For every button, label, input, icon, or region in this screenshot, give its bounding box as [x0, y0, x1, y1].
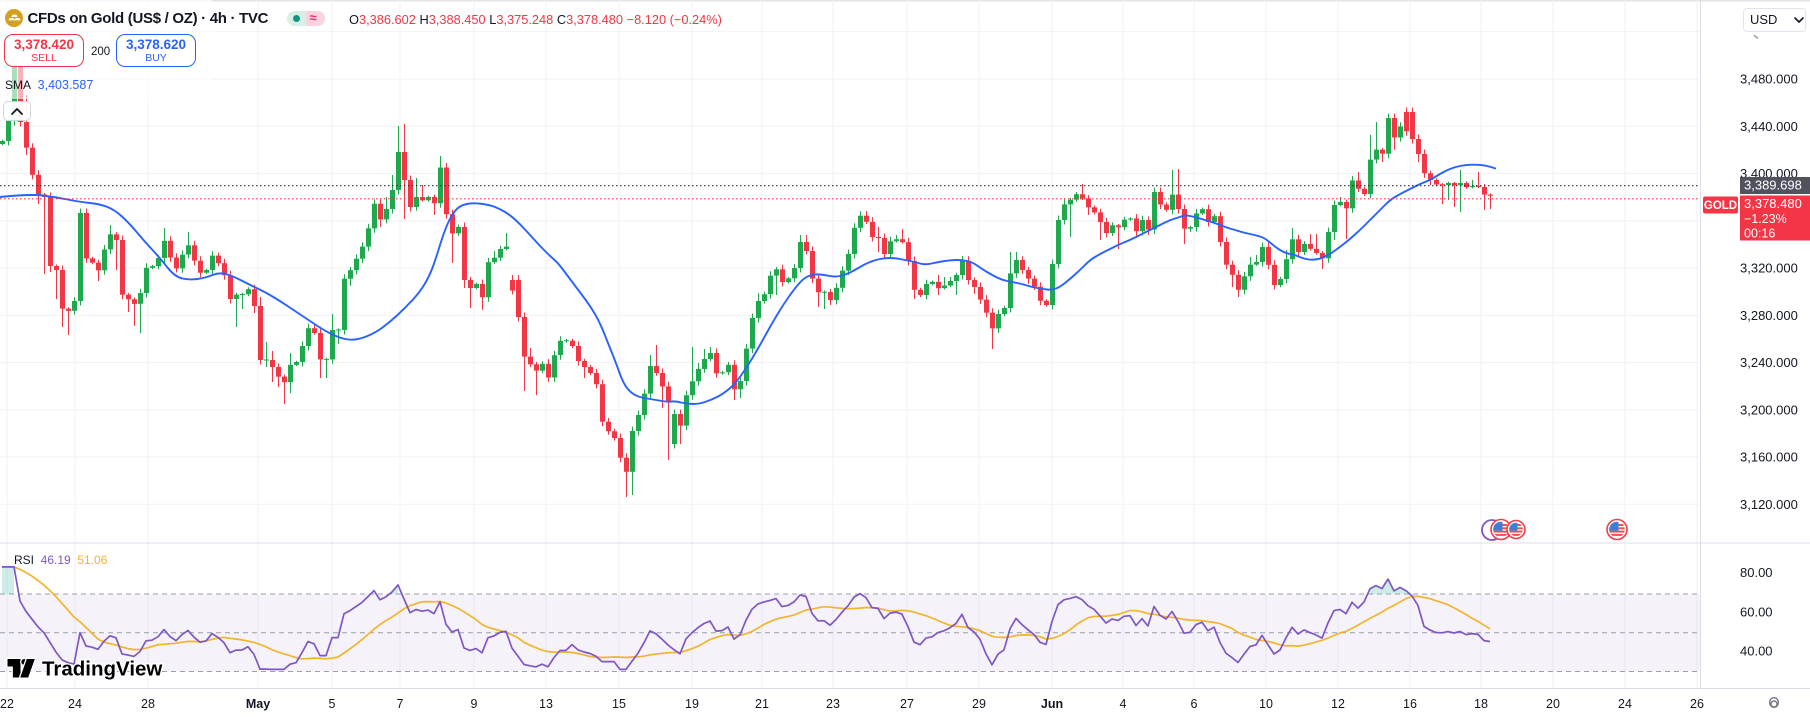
svg-text:GOLD: GOLD [1704, 200, 1737, 212]
svg-text:3,320.000: 3,320.000 [1740, 261, 1798, 276]
svg-text:28: 28 [141, 697, 155, 711]
svg-text:3,378.480: 3,378.480 [1744, 196, 1802, 211]
svg-text:Jun: Jun [1041, 697, 1063, 711]
svg-text:4: 4 [1120, 697, 1127, 711]
svg-text:5: 5 [329, 697, 336, 711]
svg-text:80.00: 80.00 [1740, 565, 1773, 580]
svg-text:13: 13 [539, 697, 553, 711]
svg-text:20: 20 [1546, 697, 1560, 711]
svg-text:3,200.000: 3,200.000 [1740, 402, 1798, 417]
svg-text:3,389.698: 3,389.698 [1744, 178, 1802, 193]
svg-text:9: 9 [471, 697, 478, 711]
svg-text:3,440.000: 3,440.000 [1740, 119, 1798, 134]
svg-text:TradingView: TradingView [42, 658, 162, 681]
svg-text:15: 15 [612, 697, 626, 711]
svg-text:16: 16 [1403, 697, 1417, 711]
svg-text:22: 22 [0, 697, 14, 711]
svg-text:00:16: 00:16 [1744, 227, 1775, 241]
svg-text:3,240.000: 3,240.000 [1740, 355, 1798, 370]
svg-text:7: 7 [397, 697, 404, 711]
svg-text:19: 19 [685, 697, 699, 711]
svg-text:6: 6 [1191, 697, 1198, 711]
svg-text:3,120.000: 3,120.000 [1740, 497, 1798, 512]
svg-text:29: 29 [972, 697, 986, 711]
svg-text:27: 27 [900, 697, 914, 711]
svg-text:21: 21 [755, 697, 769, 711]
svg-text:60.00: 60.00 [1740, 604, 1773, 619]
svg-text:26: 26 [1690, 697, 1704, 711]
svg-text:18: 18 [1474, 697, 1488, 711]
svg-text:24: 24 [68, 697, 82, 711]
svg-text:23: 23 [826, 697, 840, 711]
svg-text:3,480.000: 3,480.000 [1740, 72, 1798, 87]
svg-text:May: May [246, 697, 270, 711]
svg-text:10: 10 [1259, 697, 1273, 711]
svg-text:3,280.000: 3,280.000 [1740, 308, 1798, 323]
svg-text:12: 12 [1331, 697, 1345, 711]
svg-text:3,160.000: 3,160.000 [1740, 450, 1798, 465]
svg-text:24: 24 [1618, 697, 1632, 711]
svg-text:−1.23%: −1.23% [1744, 212, 1787, 226]
svg-text:40.00: 40.00 [1740, 644, 1773, 659]
